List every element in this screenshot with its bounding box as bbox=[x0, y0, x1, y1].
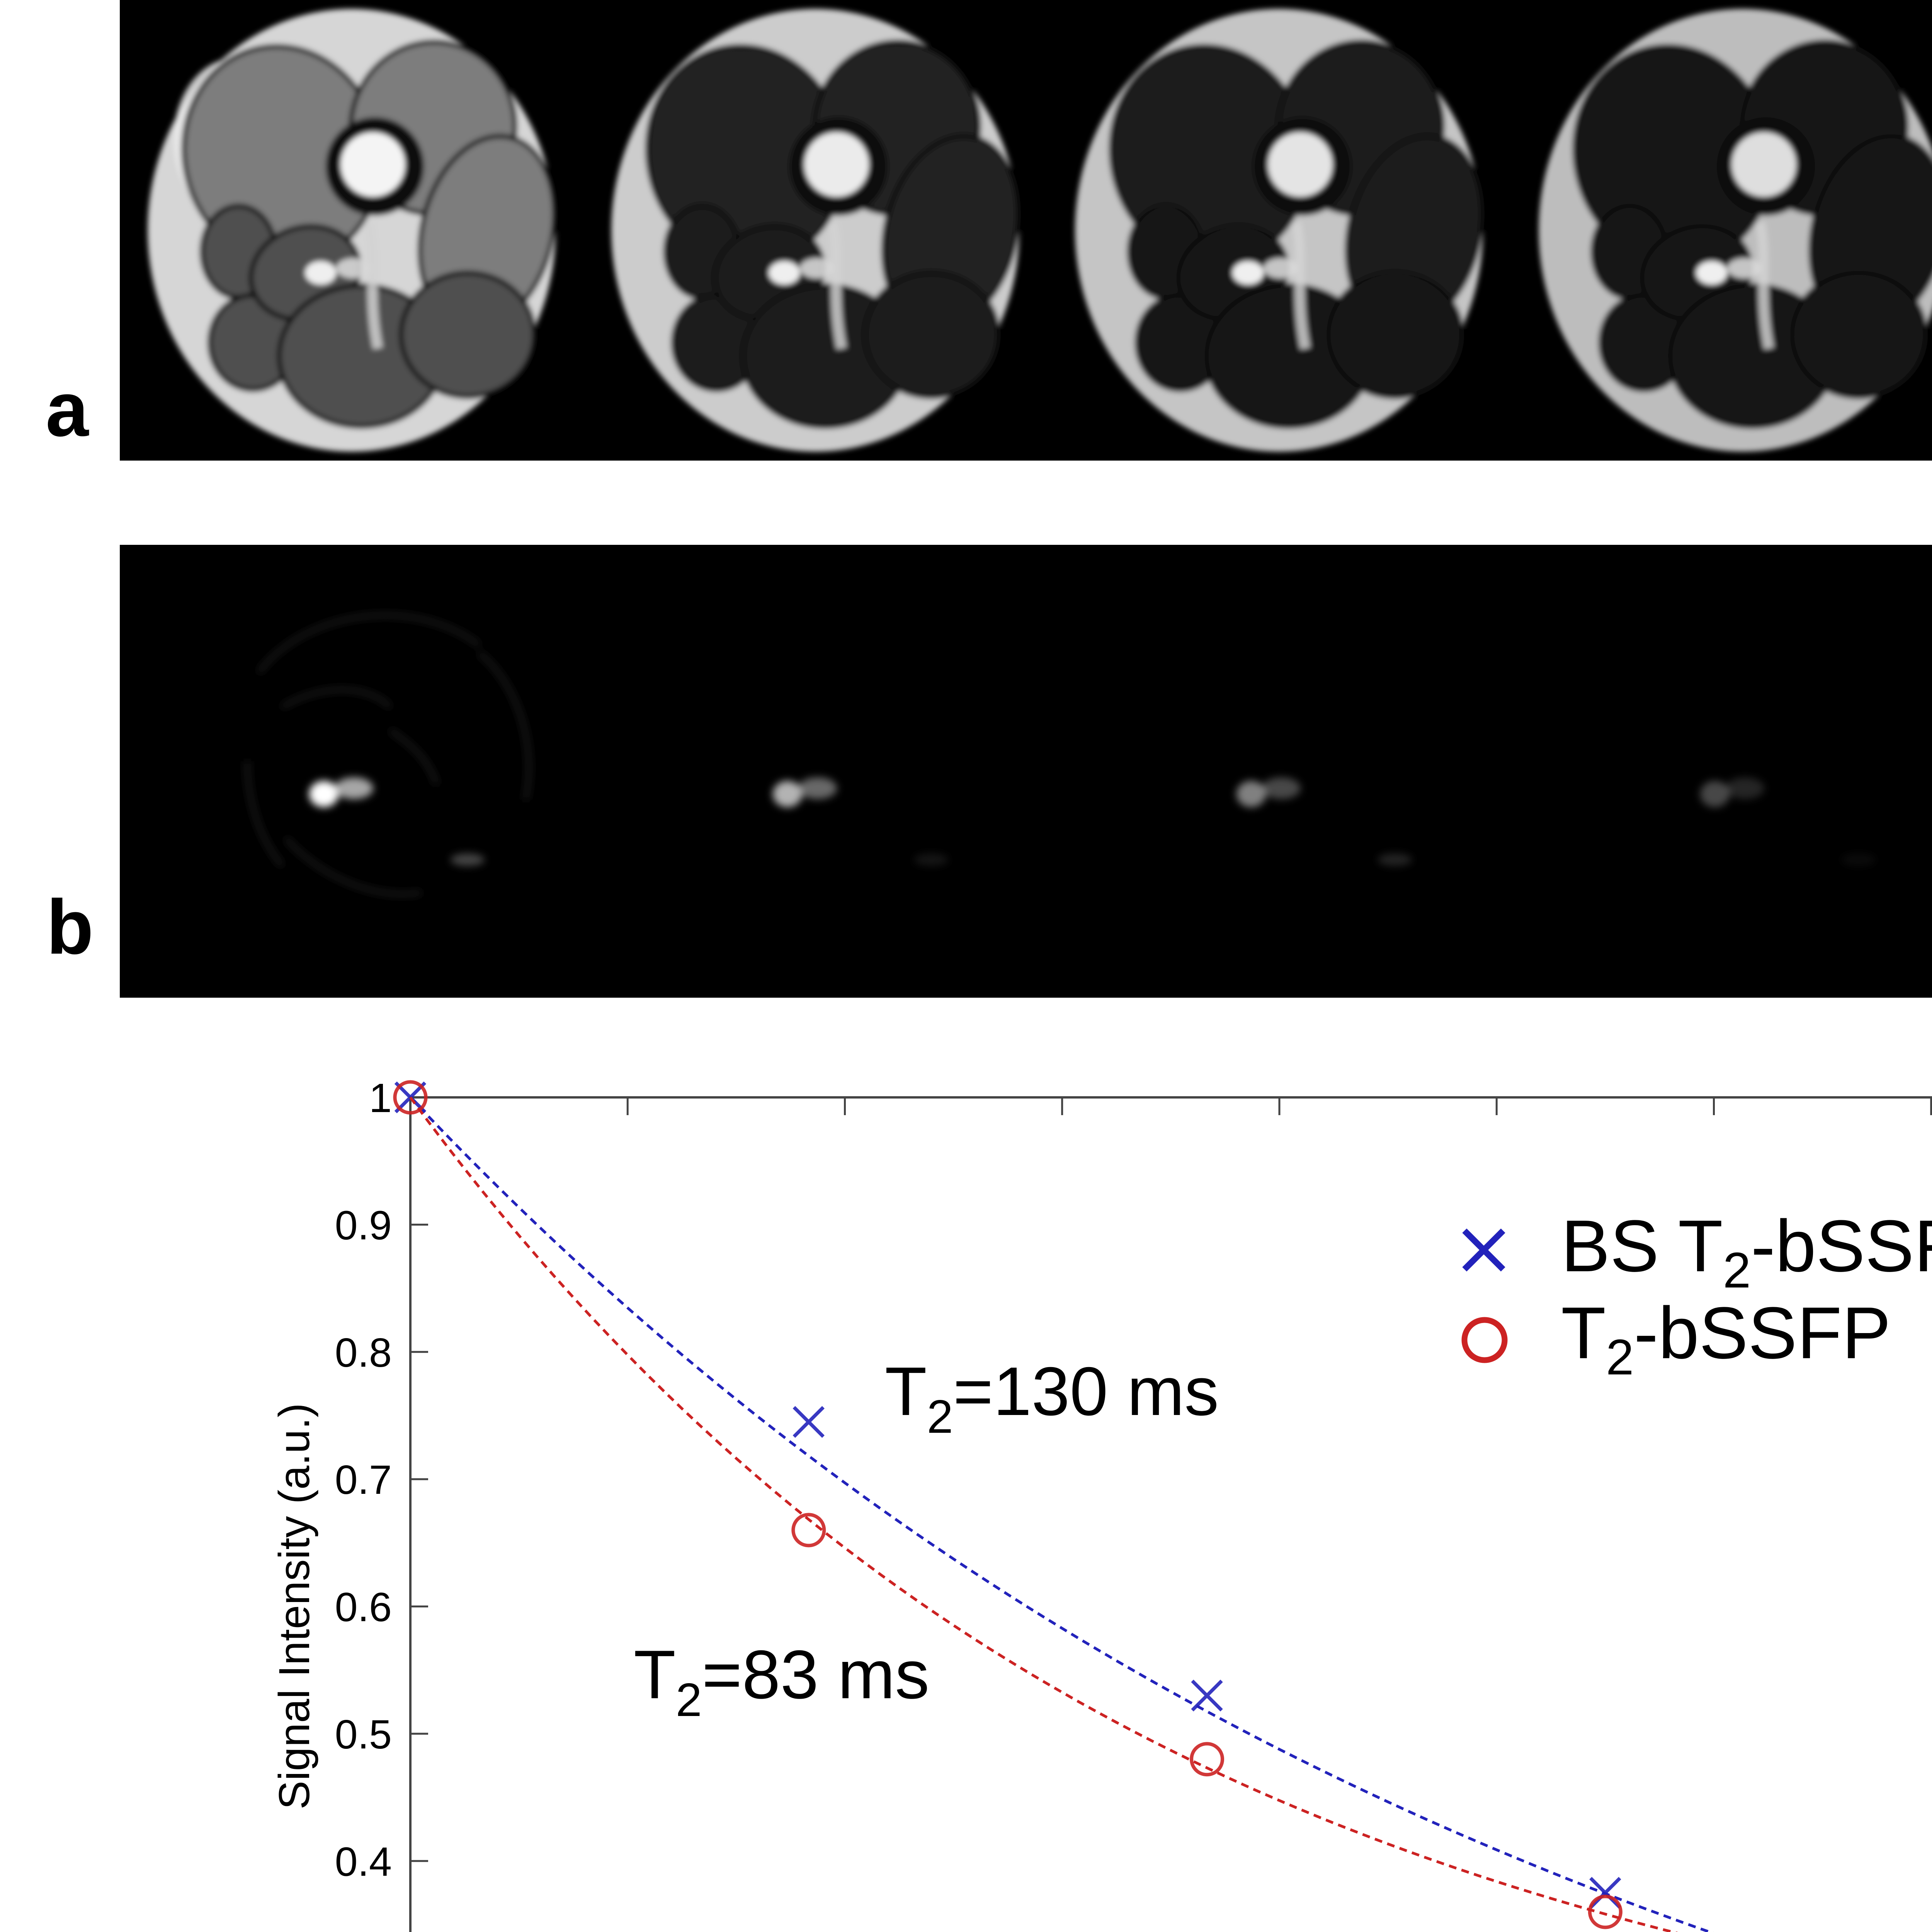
annotation-t2-83ms: T2=83 ms bbox=[634, 1636, 929, 1726]
y-tick-label: 0.9 bbox=[335, 1202, 392, 1248]
vessel-bright-spot bbox=[336, 258, 371, 279]
panel-label-b: b bbox=[46, 884, 94, 970]
panel-b-image-row bbox=[120, 545, 1932, 998]
bright-spot-left bbox=[1700, 781, 1730, 807]
vessel-bright-spot bbox=[769, 261, 800, 285]
mri-slice bbox=[1511, 0, 1932, 461]
difference-image bbox=[1511, 545, 1932, 998]
central-septum bbox=[1291, 221, 1310, 350]
faint-streak bbox=[1378, 854, 1412, 866]
bloch-siegert-difference-image bbox=[1700, 777, 1876, 866]
femur-marrow bbox=[804, 132, 869, 197]
vessel-bright-spot bbox=[1263, 258, 1298, 279]
difference-image bbox=[583, 545, 1047, 998]
femur-marrow bbox=[340, 132, 405, 197]
fit-curve-t2-bssfp bbox=[409, 1096, 1679, 1932]
bright-spot-right bbox=[335, 777, 373, 799]
annotation-t2-130ms: T2=130 ms bbox=[885, 1353, 1219, 1443]
vessel-bright-spot bbox=[1696, 261, 1727, 285]
difference-image bbox=[120, 545, 583, 998]
vessel-bright-spot bbox=[1232, 261, 1264, 285]
y-tick-label: 0.5 bbox=[335, 1712, 392, 1757]
mri-thigh-slice-image bbox=[611, 9, 1020, 452]
y-tick-label: 0.6 bbox=[335, 1585, 392, 1630]
bloch-siegert-difference-image bbox=[1173, 613, 1458, 896]
difference-image bbox=[1047, 545, 1511, 998]
data-point-x bbox=[1191, 1679, 1223, 1712]
vessel-bright-spot bbox=[1727, 258, 1762, 279]
y-tick-label: 0.8 bbox=[335, 1330, 392, 1376]
bloch-siegert-difference-image bbox=[709, 613, 995, 896]
vessel-bright-spot bbox=[305, 261, 336, 285]
data-point-o bbox=[393, 1080, 428, 1115]
panel-label-a: a bbox=[46, 366, 89, 452]
data-point-o bbox=[1588, 1895, 1622, 1929]
bright-spot-right bbox=[798, 777, 837, 799]
data-point-o bbox=[791, 1513, 826, 1548]
legend: BS T2-bSSFP T2-bSSFP bbox=[1461, 1205, 1932, 1385]
data-point-x bbox=[1589, 1877, 1621, 1909]
femur-marrow bbox=[1731, 132, 1796, 197]
legend-entry-t2-bssfp: T2-bSSFP bbox=[1561, 1292, 1891, 1385]
chart-generated-content: 0244872961201441681920.20.30.40.50.60.70… bbox=[335, 1075, 1932, 1932]
bright-spot-right bbox=[1726, 777, 1764, 799]
vessel-bright-spot bbox=[799, 258, 834, 279]
y-tick-label: 1 bbox=[369, 1075, 392, 1121]
bloch-siegert-difference-image bbox=[245, 613, 531, 896]
panel-a-image-row bbox=[120, 0, 1932, 461]
y-axis-label: Signal Intensity (a.u.) bbox=[270, 1403, 318, 1810]
y-tick-label: 0.4 bbox=[335, 1839, 392, 1884]
legend-x-marker-icon bbox=[1462, 1228, 1505, 1272]
bright-spot-right bbox=[1262, 777, 1301, 799]
legend-o-marker-icon bbox=[1461, 1317, 1508, 1363]
faint-streak bbox=[914, 854, 948, 866]
y-tick-label: 0.7 bbox=[335, 1457, 392, 1503]
mri-slice bbox=[583, 0, 1047, 461]
mri-slice bbox=[120, 0, 583, 461]
central-septum bbox=[1755, 221, 1774, 350]
faint-streak bbox=[1842, 854, 1876, 866]
data-point-o bbox=[1190, 1742, 1225, 1777]
legend-entry-bs-t2-bssfp: BS T2-bSSFP bbox=[1561, 1205, 1932, 1298]
mri-thigh-slice-image bbox=[148, 9, 557, 452]
bright-spot-left bbox=[1236, 781, 1266, 807]
faint-streak bbox=[451, 854, 485, 866]
central-septum bbox=[364, 221, 383, 350]
mri-thigh-slice-image bbox=[1539, 9, 1932, 452]
central-septum bbox=[828, 221, 847, 350]
mri-thigh-slice-image bbox=[1075, 9, 1484, 452]
fit-curve-bs-t2-bssfp bbox=[409, 1096, 1714, 1932]
bright-spot-left bbox=[309, 781, 338, 807]
mri-slice bbox=[1047, 0, 1511, 461]
data-point-x bbox=[793, 1406, 825, 1438]
bright-spot-left bbox=[773, 781, 802, 807]
femur-marrow bbox=[1268, 132, 1333, 197]
